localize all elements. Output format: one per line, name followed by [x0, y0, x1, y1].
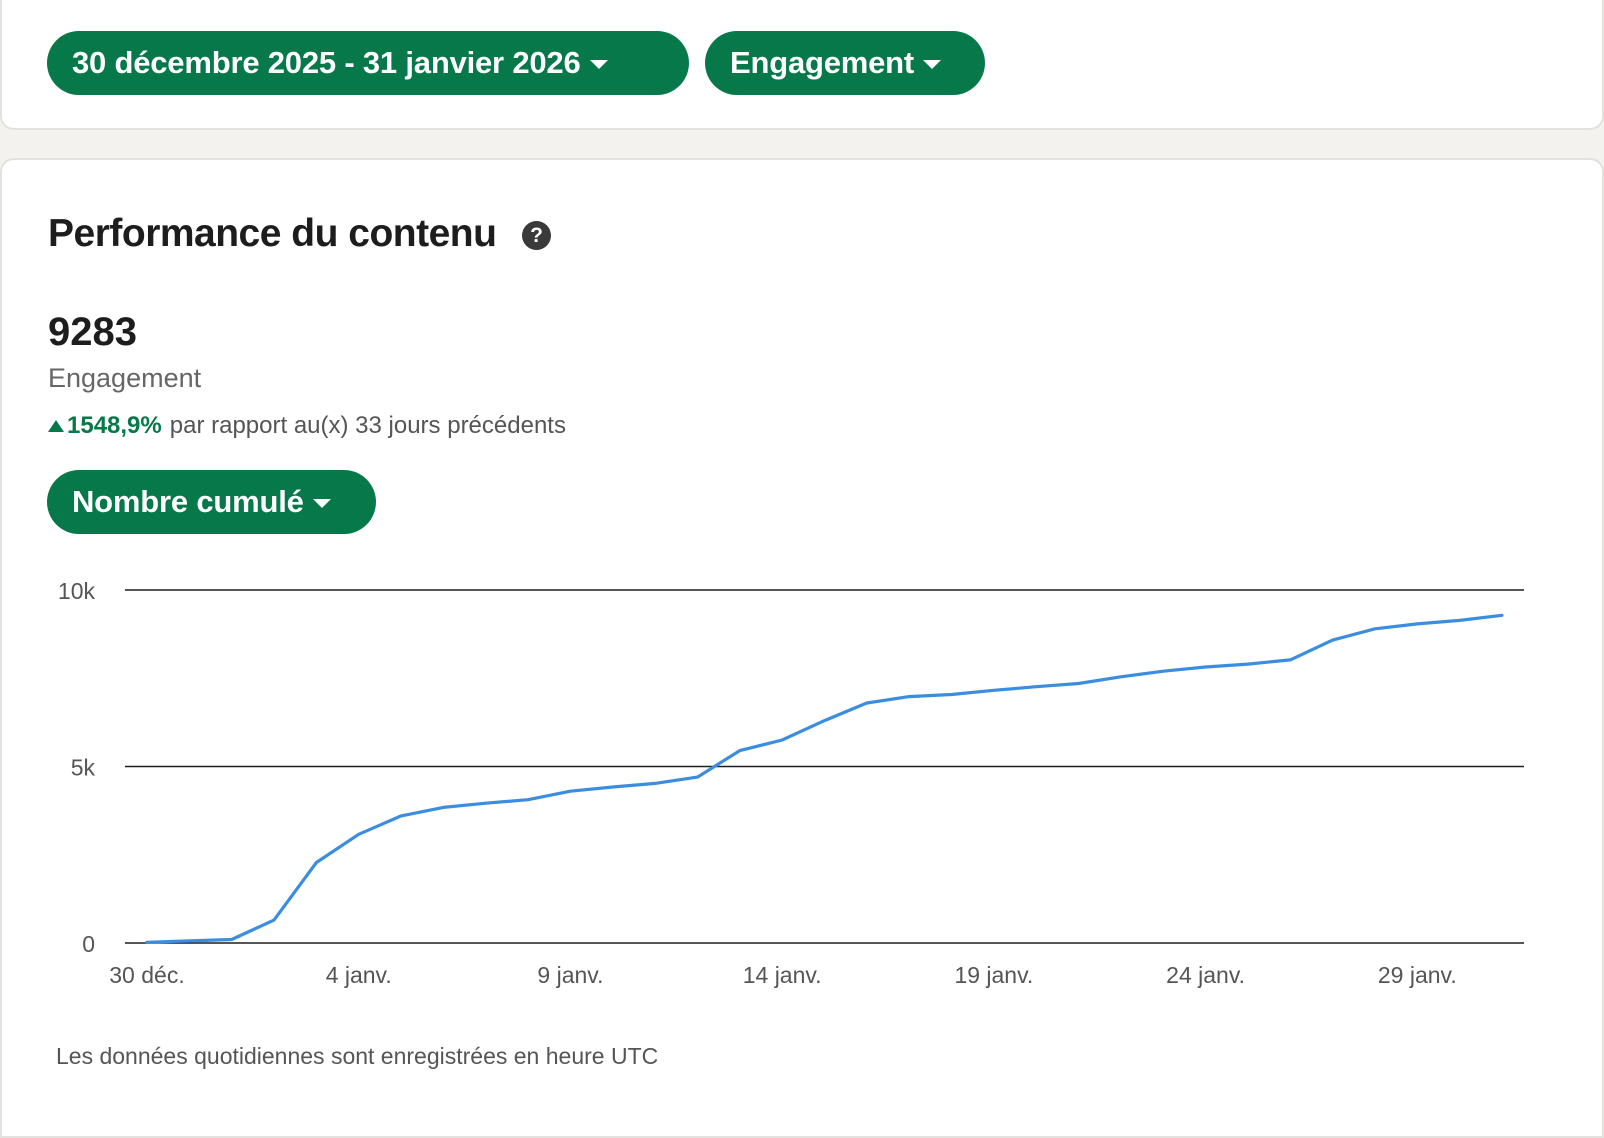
- caret-down-icon: [589, 59, 608, 69]
- x-tick-label: 24 janv.: [1166, 962, 1245, 988]
- help-icon[interactable]: ?: [522, 221, 551, 250]
- date-range-label: 30 décembre 2025 - 31 janvier 2026: [72, 45, 581, 80]
- x-tick-label: 29 janv.: [1378, 962, 1457, 988]
- change-description: par rapport au(x) 33 jours précédents: [169, 412, 566, 439]
- x-tick-label: 9 janv.: [537, 962, 603, 988]
- x-tick-label: 4 janv.: [326, 962, 392, 988]
- y-tick-label: 0: [82, 931, 95, 957]
- metric-label: Engagement: [730, 45, 915, 80]
- arrow-up-icon: [48, 420, 64, 432]
- x-tick-label: 30 déc.: [109, 962, 184, 988]
- section-title: Performance du contenu: [48, 212, 497, 255]
- caret-down-icon: [312, 498, 331, 508]
- aggregation-dropdown[interactable]: Nombre cumulé: [47, 470, 376, 534]
- x-tick-label: 14 janv.: [743, 962, 822, 988]
- aggregation-label: Nombre cumulé: [72, 484, 304, 519]
- metric-dropdown[interactable]: Engagement: [705, 31, 985, 95]
- engagement-line-chart: 0 5k 10k 30 déc. 4 janv. 9 janv. 14 janv. 19 ja…: [58, 578, 1524, 988]
- change-percentage: 1548,9%: [67, 412, 162, 439]
- footnote: Les données quotidiennes sont enregistré…: [56, 1043, 659, 1069]
- content-performance-card: [0, 158, 1604, 1138]
- total-value: 9283: [48, 310, 137, 354]
- x-tick-label: 19 janv.: [954, 962, 1033, 988]
- y-tick-label: 5k: [71, 755, 96, 781]
- total-value-label: Engagement: [48, 363, 202, 393]
- y-tick-label: 10k: [58, 578, 96, 604]
- series-line: [145, 613, 1504, 944]
- date-range-dropdown[interactable]: 30 décembre 2025 - 31 janvier 2026: [47, 31, 689, 95]
- change-indicator: 1548,9% par rapport au(x) 33 jours précé…: [48, 412, 566, 440]
- caret-down-icon: [923, 59, 942, 69]
